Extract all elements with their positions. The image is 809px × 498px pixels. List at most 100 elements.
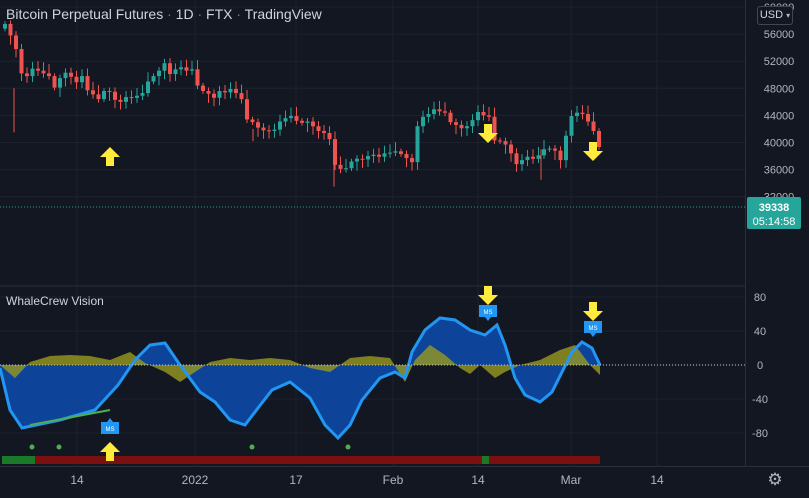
candle <box>520 154 524 171</box>
candle <box>382 145 387 162</box>
arrow-down-icon <box>583 302 603 321</box>
candle <box>393 142 398 157</box>
candle <box>498 137 502 144</box>
candle <box>388 144 392 158</box>
candle <box>476 105 480 127</box>
time-axis[interactable]: 14 2022 17 Feb 14 Mar 14 <box>70 473 664 487</box>
price-tick-label: 40000 <box>764 138 795 150</box>
candle <box>415 121 420 170</box>
candle <box>102 88 106 102</box>
candle <box>344 159 348 173</box>
oscillator-axis[interactable]: 80 40 0 -40 -80 <box>752 292 768 440</box>
currency-label: USD <box>759 9 784 21</box>
exchange-label: FTX <box>206 6 233 22</box>
candle <box>212 89 216 107</box>
candle <box>432 101 436 120</box>
ms-badge: MS <box>101 418 119 434</box>
time-tick-label: Mar <box>561 473 582 487</box>
oscillator-tick-label: 40 <box>754 326 766 338</box>
oscillator-tick-label: -80 <box>752 428 768 440</box>
candle <box>283 110 288 127</box>
candle <box>349 158 354 171</box>
candle <box>256 118 260 137</box>
candle <box>168 58 172 82</box>
oscillator-tick-label: -40 <box>752 394 768 406</box>
candle <box>228 82 233 99</box>
candle <box>327 126 332 146</box>
candle <box>184 59 189 76</box>
candle <box>41 62 46 78</box>
candle <box>492 107 497 144</box>
candle <box>355 155 359 171</box>
last-price-value: 39338 <box>759 202 790 214</box>
time-tick-label: 17 <box>289 473 303 487</box>
candle <box>437 100 442 116</box>
candle <box>19 43 24 81</box>
candle <box>135 88 139 103</box>
candle <box>569 110 574 143</box>
candle <box>267 125 271 139</box>
chart-title[interactable]: Bitcoin Perpetual Futures · 1D · FTX · T… <box>6 6 322 22</box>
candle <box>454 118 458 135</box>
divergence-line <box>29 409 111 426</box>
candle <box>129 90 134 104</box>
candle <box>107 87 112 101</box>
symbol-name[interactable]: Bitcoin Perpetual Futures <box>6 6 164 22</box>
candle <box>234 81 238 99</box>
candle <box>140 84 145 101</box>
signal-dot <box>345 444 351 450</box>
candle <box>426 107 431 123</box>
candle <box>371 148 376 163</box>
candle <box>36 61 40 76</box>
candle <box>487 106 491 122</box>
candle <box>525 149 530 167</box>
price-tick-label: 36000 <box>764 165 795 177</box>
candle <box>481 104 486 121</box>
price-tick-label: 56000 <box>764 29 795 41</box>
currency-selector[interactable]: USD ▾ <box>757 6 793 25</box>
price-tick-label: 52000 <box>764 56 795 68</box>
candle <box>124 91 128 109</box>
time-tick-label: 14 <box>70 473 84 487</box>
candle <box>553 145 557 160</box>
candle <box>470 114 475 134</box>
candle <box>580 105 585 120</box>
candle <box>190 60 194 76</box>
candle <box>63 68 68 87</box>
candle <box>360 154 365 168</box>
candle <box>289 107 293 123</box>
time-tick-label: 14 <box>471 473 485 487</box>
candle <box>239 84 244 104</box>
candle <box>69 67 73 85</box>
time-tick-label: Feb <box>383 473 404 487</box>
ms-badge: MS <box>479 305 497 321</box>
source-label: TradingView <box>244 6 322 22</box>
candle <box>338 156 343 174</box>
candle <box>96 85 101 103</box>
candle <box>448 109 453 125</box>
candle <box>179 60 183 76</box>
ms-badge-label: MS <box>484 310 493 316</box>
candle <box>311 117 315 135</box>
time-tick-label: 14 <box>650 473 664 487</box>
oscillator-tick-label: 80 <box>754 292 766 304</box>
chevron-down-icon: ▾ <box>786 11 791 20</box>
interval-label[interactable]: 1D <box>175 6 194 22</box>
candle <box>173 63 178 81</box>
arrow-up-icon <box>100 147 120 166</box>
candle <box>245 89 249 123</box>
candle <box>30 61 35 83</box>
candle <box>322 125 326 140</box>
gear-icon[interactable]: ⚙ <box>767 470 783 489</box>
candle <box>157 67 161 86</box>
candle <box>272 123 277 138</box>
oscillator-yellow-area <box>0 345 600 382</box>
candle <box>597 128 601 150</box>
candle <box>195 60 200 90</box>
candle <box>410 153 414 171</box>
signal-dot <box>249 444 255 450</box>
indicator-title[interactable]: WhaleCrew Vision <box>6 294 104 308</box>
candle <box>575 105 579 123</box>
time-tick-label: 2022 <box>182 473 209 487</box>
